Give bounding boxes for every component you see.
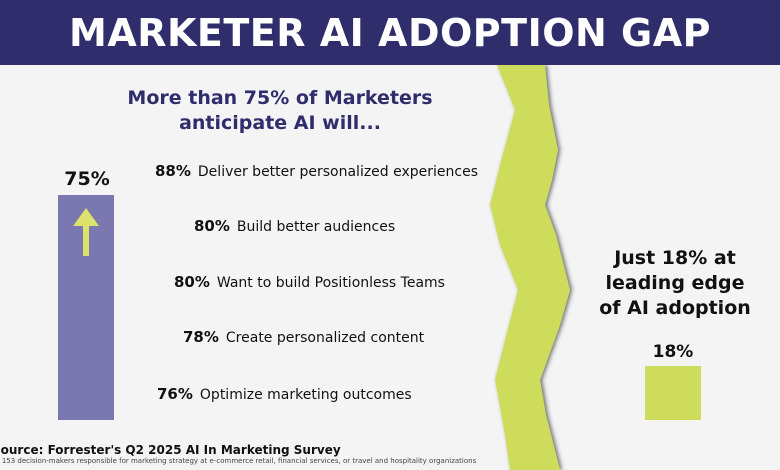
- item-text: Deliver better personalized experiences: [197, 164, 479, 180]
- list-item: 80% Build better audiences: [194, 217, 395, 235]
- list-item: 78% Create personalized content: [183, 328, 424, 346]
- callout-line: leading edge: [605, 272, 745, 294]
- item-pct: 88%: [155, 162, 191, 180]
- right-callout: Just 18% at leading edge of AI adoption: [590, 246, 760, 321]
- list-item: 76% Optimize marketing outcomes: [157, 385, 412, 403]
- item-text: Want to build Positionless Teams: [216, 275, 445, 291]
- item-text: Create personalized content: [225, 330, 425, 346]
- title: MARKETER AI ADOPTION GAP: [69, 10, 711, 55]
- item-pct: 80%: [174, 273, 210, 291]
- subtitle: More than 75% of Marketers anticipate AI …: [95, 86, 465, 136]
- list-item: 88% Deliver better personalized experienc…: [155, 162, 478, 180]
- subtitle-line: anticipate AI will...: [179, 112, 381, 134]
- source-text: Source: Forrester's Q2 2025 AI In Market…: [0, 443, 341, 457]
- right-bar-label: 18%: [652, 342, 694, 362]
- arrow-up-icon: [73, 208, 99, 256]
- callout-line: of AI adoption: [599, 297, 751, 319]
- callout-line: Just 18% at: [614, 247, 736, 269]
- list-item: 80% Want to build Positionless Teams: [174, 273, 445, 291]
- item-text: Build better audiences: [236, 219, 396, 235]
- crack-divider: [490, 65, 570, 470]
- left-bar-label: 75%: [64, 168, 110, 190]
- header-banner: MARKETER AI ADOPTION GAP: [0, 0, 780, 65]
- right-bar: [645, 366, 701, 420]
- item-text: Optimize marketing outcomes: [199, 387, 412, 403]
- item-pct: 80%: [194, 217, 230, 235]
- item-pct: 78%: [183, 328, 219, 346]
- footnote: N: 153 decision-makers responsible for m…: [0, 457, 477, 465]
- subtitle-line: More than 75% of Marketers: [127, 87, 433, 109]
- item-pct: 76%: [157, 385, 193, 403]
